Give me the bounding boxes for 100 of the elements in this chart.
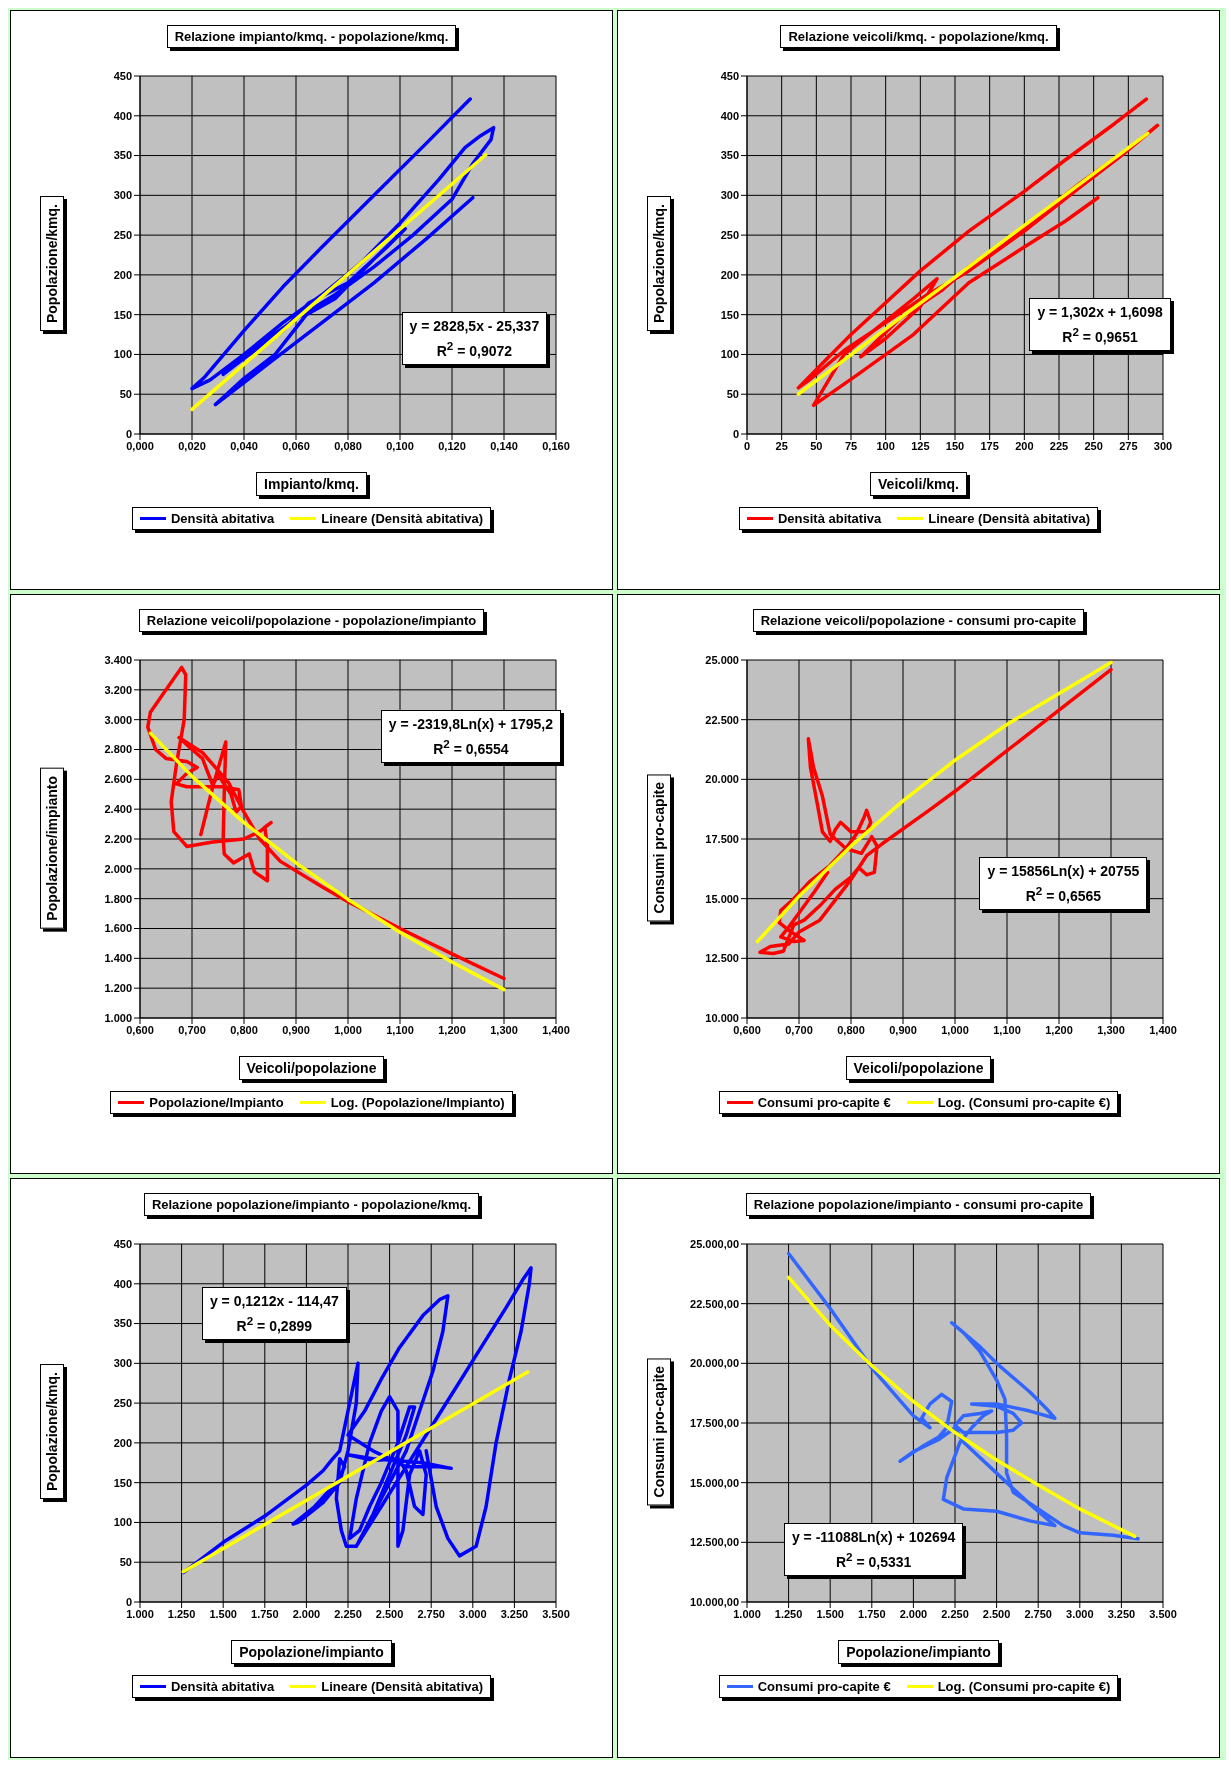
annotation: y = 0,1212x - 114,47 (209, 1292, 339, 1309)
x-tick-label: 0,080 (333, 439, 362, 452)
x-tick-label: 175 (979, 439, 999, 452)
y-tick-label: 200 (113, 1436, 132, 1449)
x-tick-label: 3.500 (1148, 1607, 1177, 1620)
x-tick-label: 1,400 (541, 1023, 570, 1036)
x-tick-label: 3.000 (458, 1607, 487, 1620)
y-tick-label: 300 (113, 189, 132, 202)
x-tick-label: 1.250 (167, 1607, 195, 1620)
x-tick-label: 0,900 (888, 1023, 917, 1036)
legend-label: Densità abitativa (170, 1679, 275, 1694)
y-tick-label: 50 (119, 1556, 132, 1569)
x-tick-label: 0,100 (385, 439, 414, 452)
y-tick-label: 300 (113, 1357, 132, 1370)
y-tick-label: 2.600 (103, 773, 132, 786)
annotation: y = -11088Ln(x) + 102694 (791, 1529, 956, 1546)
y-tick-label: 25.000,00 (689, 1237, 739, 1250)
y-tick-label: 250 (113, 229, 132, 242)
x-tick-label: 0,700 (177, 1023, 206, 1036)
x-tick-label: 1,400 (1148, 1023, 1177, 1036)
annotation: R$^{2}$ = 0,2899 (236, 1313, 312, 1334)
x-tick-label: 200 (1014, 439, 1034, 452)
annotation: y = 1,302x + 1,6098 (1037, 303, 1163, 320)
x-tick-label: 1,000 (333, 1023, 362, 1036)
y-tick-label: 2.000 (103, 862, 132, 875)
annotation: R$^{2}$ = 0,6565 (1025, 883, 1102, 904)
x-tick-label: 25 (775, 439, 788, 452)
y-tick-label: 1.800 (103, 892, 132, 905)
y-tick-label: 100 (113, 1516, 132, 1529)
x-tick-label: 3.250 (500, 1607, 528, 1620)
annotation: R$^{2}$ = 0,5331 (835, 1550, 912, 1570)
chart-title: Relazione veicoli/popolazione - popolazione/impianto (146, 613, 477, 628)
y-tick-label: 15.000,00 (689, 1476, 739, 1489)
x-tick-label: 2.250 (940, 1607, 969, 1620)
legend-label: Lineare (Densità abitativa) (321, 511, 484, 526)
y-tick-label: 17.500,00 (689, 1416, 739, 1429)
x-tick-label: 1.750 (250, 1607, 279, 1620)
chart-title: Relazione popolazione/impianto - consumi pro-capite (753, 1197, 1084, 1212)
y-tick-label: 150 (113, 1476, 132, 1489)
x-tick-label: 250 (1083, 439, 1103, 452)
legend-label: Log. (Consumi pro-capite €) (937, 1679, 1111, 1694)
y-axis-title: Popolazione/impianto (43, 775, 60, 921)
line-series (181, 1266, 533, 1575)
y-tick-label: 350 (113, 1317, 132, 1330)
y-tick-label: 1.200 (103, 982, 132, 995)
x-tick-label: 1,100 (385, 1023, 414, 1036)
y-tick-label: 0 (125, 427, 132, 440)
y-tick-label: 3.000 (103, 713, 132, 726)
y-tick-label: 1.000 (103, 1011, 132, 1024)
y-tick-label: 0 (732, 427, 739, 440)
legend-label: Lineare (Densità abitativa) (321, 1679, 484, 1694)
x-tick-label: 0,000 (125, 439, 154, 452)
x-tick-label: 0,060 (281, 439, 310, 452)
x-tick-label: 0,600 (125, 1023, 154, 1036)
legend-label: Consumi pro-capite € (757, 1679, 891, 1694)
x-axis-title: Popolazione/impianto (239, 1644, 384, 1660)
y-tick-label: 50 (726, 388, 739, 401)
x-axis-title: Veicoli/popolazione (853, 1060, 984, 1076)
y-tick-label: 20.000,00 (689, 1357, 739, 1370)
x-tick-label: 0,140 (489, 439, 518, 452)
y-tick-label: 350 (113, 149, 132, 162)
annotation: R$^{2}$ = 0,6554 (433, 737, 509, 757)
x-tick-label: 1,100 (992, 1023, 1021, 1036)
x-tick-label: 0,900 (281, 1023, 310, 1036)
x-axis-title: Popolazione/impianto (846, 1644, 991, 1660)
x-tick-label: 2.250 (333, 1607, 362, 1620)
y-tick-label: 250 (720, 229, 739, 242)
x-tick-label: 100 (875, 439, 895, 452)
y-tick-label: 3.200 (103, 683, 132, 696)
x-tick-label: 1.500 (208, 1607, 237, 1620)
y-tick-label: 22.500 (704, 713, 739, 726)
y-tick-label: 2.200 (103, 832, 132, 845)
y-tick-label: 200 (113, 268, 132, 281)
y-tick-label: 20.000 (704, 773, 739, 786)
chart-title: Relazione veicoli/popolazione - consumi pro-capite (760, 613, 1077, 628)
x-tick-label: 0,020 (177, 439, 206, 452)
x-tick-label: 0 (743, 439, 750, 452)
x-tick-label: 0,120 (437, 439, 466, 452)
y-tick-label: 450 (113, 69, 132, 82)
x-tick-label: 2.500 (375, 1607, 403, 1620)
y-tick-label: 25.000 (704, 653, 739, 666)
x-tick-label: 225 (1049, 439, 1068, 452)
x-tick-label: 0,600 (732, 1023, 761, 1036)
x-tick-label: 125 (910, 439, 930, 452)
y-tick-label: 1.600 (103, 922, 132, 935)
y-tick-label: 1.400 (103, 952, 132, 965)
x-tick-label: 2.000 (292, 1607, 320, 1620)
y-tick-label: 200 (720, 268, 739, 281)
y-tick-label: 250 (113, 1397, 132, 1410)
x-tick-label: 1.500 (815, 1607, 844, 1620)
annotation: y = 2828,5x - 25,337 (409, 318, 540, 335)
x-tick-label: 1,200 (1044, 1023, 1073, 1036)
y-axis-title: Popolazione/kmq. (650, 204, 667, 324)
legend-label: Log. (Popolazione/Impianto) (330, 1095, 505, 1110)
y-tick-label: 150 (113, 308, 132, 321)
y-axis-title: Popolazione/kmq. (43, 1372, 60, 1492)
x-tick-label: 75 (844, 439, 857, 452)
annotation: R$^{2}$ = 0,9651 (1062, 324, 1138, 345)
x-tick-label: 1,200 (437, 1023, 466, 1036)
y-tick-label: 150 (720, 308, 739, 321)
